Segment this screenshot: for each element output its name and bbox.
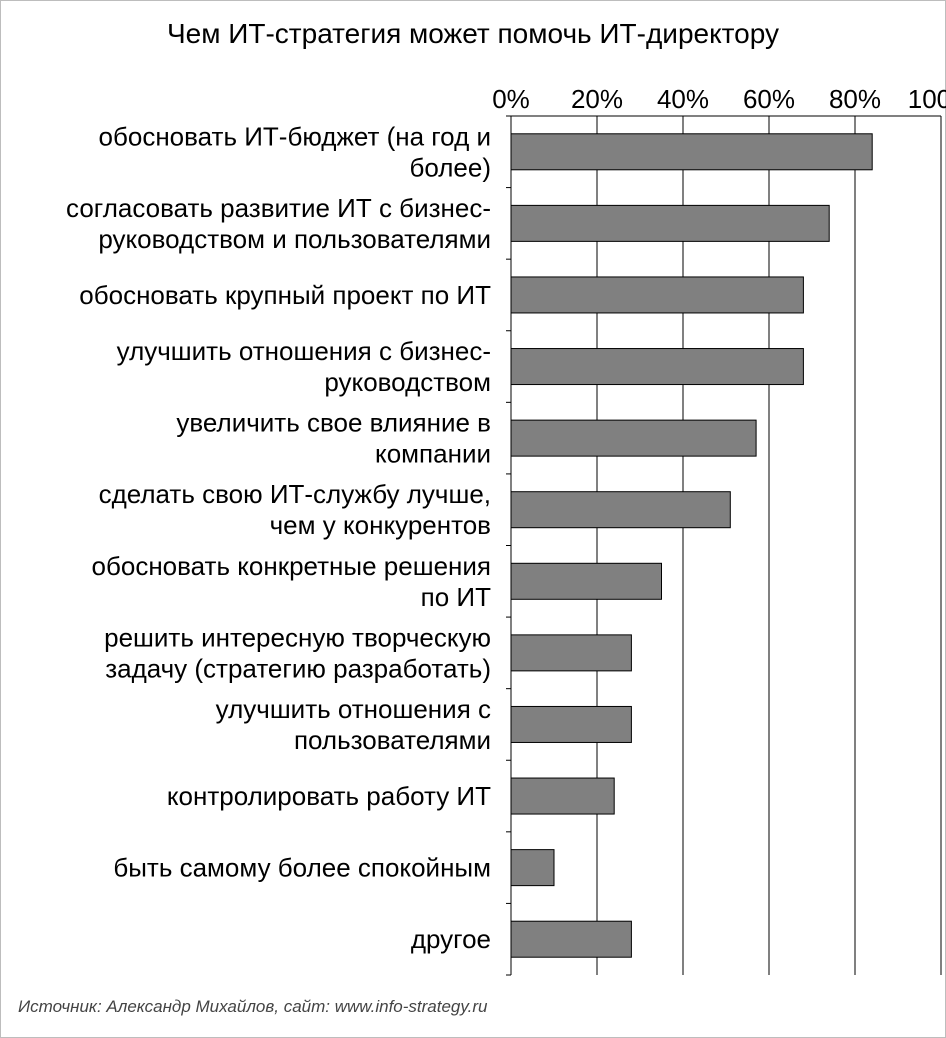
category-label: решить интересную творческую: [104, 622, 491, 652]
category-label: обосновать ИТ-бюджет (на год и: [99, 121, 491, 151]
bar: [510, 133, 873, 171]
x-tick-label: 20%: [571, 84, 623, 114]
bar: [510, 634, 632, 672]
bar: [510, 491, 731, 529]
bar: [510, 562, 662, 600]
category-label: улучшить отношения с бизнес-: [117, 336, 491, 366]
category-label: обосновать крупный проект по ИТ: [79, 280, 491, 310]
category-label: по ИТ: [421, 582, 491, 612]
bar: [510, 705, 632, 743]
x-tick-label: 100%: [908, 84, 946, 114]
category-label: согласовать развитие ИТ с бизнес-: [66, 193, 491, 223]
category-label: руководством: [324, 367, 491, 397]
x-tick-label: 40%: [657, 84, 709, 114]
x-tick-label: 60%: [743, 84, 795, 114]
category-label: обосновать конкретные решения: [92, 551, 491, 581]
category-label: улучшить отношения с: [216, 694, 491, 724]
bar: [510, 419, 757, 457]
bar: [510, 204, 830, 242]
bar: [510, 348, 804, 386]
bar: [510, 276, 804, 314]
chart-title: Чем ИТ-стратегия может помочь ИТ-директо…: [166, 18, 779, 49]
category-label: компании: [375, 439, 491, 469]
bar: [510, 777, 615, 815]
bar: [510, 849, 555, 887]
category-label: сделать свою ИТ-службу лучше,: [99, 479, 491, 509]
category-label: контролировать работу ИТ: [167, 781, 491, 811]
category-label: задачу (стратегию разработать): [105, 653, 491, 683]
x-tick-label: 0%: [492, 84, 530, 114]
category-label: увеличить свое влияние в: [176, 408, 491, 438]
source-note: Источник: Александр Михайлов, сайт: www.…: [18, 997, 488, 1016]
x-tick-label: 80%: [829, 84, 881, 114]
category-label: другое: [411, 924, 491, 954]
category-label: чем у конкурентов: [270, 510, 491, 540]
category-label: пользователями: [294, 725, 491, 755]
bar: [510, 920, 632, 958]
category-label: более): [409, 152, 491, 182]
category-label: быть самому более спокойным: [113, 853, 491, 883]
category-label: руководством и пользователями: [98, 224, 491, 254]
